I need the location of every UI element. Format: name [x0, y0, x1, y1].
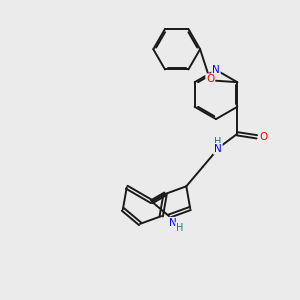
Text: O: O — [206, 74, 214, 84]
Text: H: H — [176, 223, 183, 232]
Text: N: N — [169, 218, 176, 228]
Text: H: H — [214, 137, 221, 147]
Text: N: N — [212, 65, 220, 75]
Text: N: N — [214, 144, 222, 154]
Text: O: O — [259, 132, 268, 142]
